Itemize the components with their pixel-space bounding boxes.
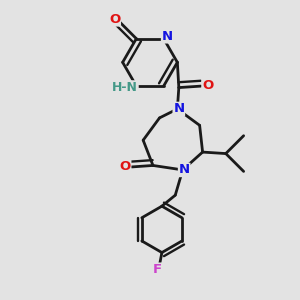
Text: O: O	[109, 13, 120, 26]
Text: H-N: H-N	[112, 81, 138, 94]
Text: O: O	[119, 160, 131, 173]
Text: N: N	[178, 164, 190, 176]
Text: O: O	[202, 79, 213, 92]
Text: N: N	[162, 30, 173, 43]
Text: N: N	[173, 103, 184, 116]
Text: F: F	[153, 263, 162, 276]
